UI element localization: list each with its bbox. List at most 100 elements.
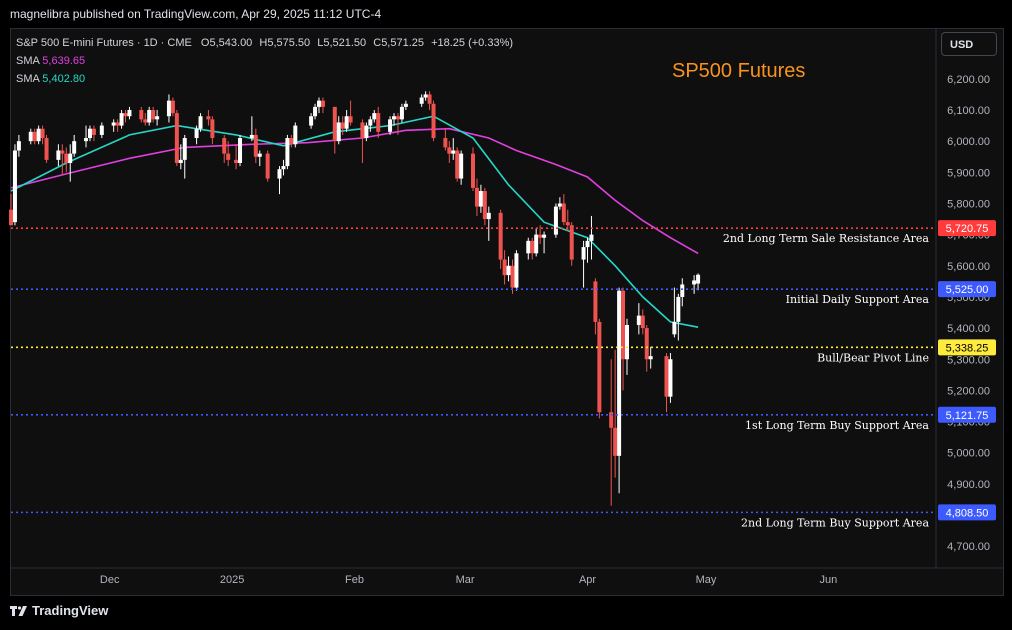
candle (395, 113, 400, 135)
candle-body (471, 153, 475, 188)
x-tick-label: Apr (579, 574, 596, 586)
candle-body (119, 113, 124, 126)
ohlc-close: 5,571.25 (381, 37, 425, 49)
candle (427, 91, 432, 111)
candle-body (64, 153, 69, 163)
legend-sma-long-row[interactable]: SMA 5,639.65 (16, 52, 513, 70)
candle-body (68, 153, 73, 163)
candle-body (376, 113, 381, 132)
candle-body (139, 110, 144, 120)
level-price-tag-bg (938, 406, 996, 423)
symbol-title[interactable]: S&P 500 E-mini Futures · 1D · CME (16, 37, 192, 49)
candle (99, 122, 104, 139)
candle (569, 222, 574, 266)
candle-body (589, 234, 594, 241)
candle-body (692, 280, 697, 285)
candle-body (277, 169, 282, 179)
candle (226, 141, 231, 167)
candle (320, 97, 325, 114)
candle (174, 110, 179, 167)
candle (44, 134, 49, 163)
candle (644, 324, 649, 372)
candle (36, 125, 41, 145)
chart-legend: S&P 500 E-mini Futures · 1D · CME O5,543… (16, 34, 513, 88)
candle-body (648, 356, 653, 360)
candle (664, 353, 669, 413)
footer-brand[interactable]: TradingView (10, 603, 108, 618)
candle (9, 194, 13, 226)
candle (482, 187, 487, 226)
candle-body (332, 106, 337, 142)
candle (593, 278, 598, 335)
candle (139, 106, 144, 123)
candle (403, 100, 408, 111)
candle-body (84, 138, 89, 142)
candle-body (423, 94, 428, 98)
publisher-text: magnelibra published on TradingView.com,… (10, 7, 382, 21)
candle-body (155, 116, 160, 120)
candle-body (617, 290, 622, 456)
candle (447, 141, 452, 163)
candle-body (399, 106, 404, 120)
candle-body (99, 125, 104, 135)
candle (32, 128, 37, 145)
candle (119, 110, 124, 129)
candle-body (206, 116, 211, 120)
currency-button[interactable]: USD (941, 32, 997, 56)
candle (530, 237, 535, 260)
level-price-tag: 4,808.50 (938, 504, 996, 521)
candle (514, 250, 519, 291)
candle-body (56, 150, 61, 160)
candle-body (238, 138, 243, 163)
candle-body (613, 427, 618, 456)
candle (16, 134, 21, 157)
candle (277, 166, 282, 195)
candle (206, 110, 211, 126)
candle-body (388, 119, 393, 132)
candle-body (510, 265, 515, 288)
candle (376, 106, 381, 139)
candle (336, 116, 341, 145)
candle-body (147, 110, 152, 123)
candle-body (60, 150, 65, 154)
candle (581, 240, 586, 288)
legend-symbol-row: S&P 500 E-mini Futures · 1D · CME O5,543… (16, 34, 513, 52)
candle-body (621, 290, 626, 360)
candle-body (87, 128, 92, 139)
legend-sma-short-row[interactable]: SMA 5,402.80 (16, 70, 513, 88)
candle-body (28, 131, 33, 142)
candle-body (597, 321, 602, 413)
candle-body (72, 141, 77, 154)
candle (178, 144, 183, 170)
candle (313, 103, 318, 120)
candle (506, 256, 511, 282)
candle (360, 119, 365, 163)
candle (257, 150, 262, 167)
candle-body (210, 119, 215, 139)
candle (289, 134, 294, 148)
candle-body (640, 315, 645, 329)
candle (553, 203, 558, 238)
candle (423, 91, 428, 101)
candle-body (265, 153, 270, 179)
candle-body (127, 110, 132, 117)
candle (648, 346, 653, 369)
candle (542, 231, 547, 254)
candle-body (593, 281, 598, 322)
candle-body (506, 265, 511, 276)
candle (72, 134, 77, 157)
candle (166, 94, 171, 123)
candle-body (91, 128, 96, 135)
candle-body (257, 153, 262, 157)
candle-body (313, 106, 318, 117)
candle (91, 125, 96, 142)
candle-body (482, 191, 487, 220)
candle-body (289, 138, 294, 145)
candle (498, 209, 503, 269)
candle (238, 134, 243, 167)
y-tick-label: 5,300.00 (947, 354, 990, 366)
sma-long-value: 5,639.65 (42, 55, 86, 67)
x-tick-label: May (696, 574, 717, 586)
candle (471, 147, 475, 192)
